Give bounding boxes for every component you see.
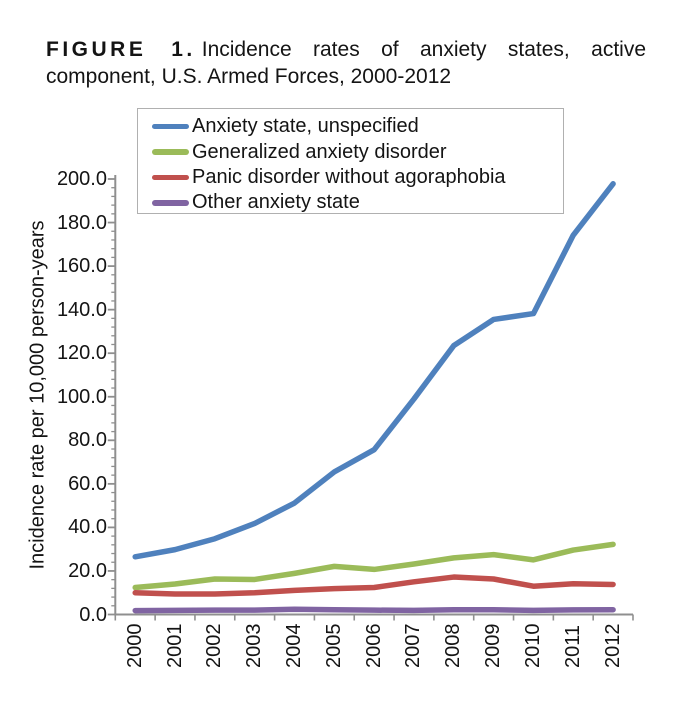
series-line-anxiety-state-unspecified: [132, 181, 616, 560]
legend-label: Generalized anxiety disorder: [192, 140, 447, 163]
y-tick-label: 20.0: [68, 559, 107, 582]
x-tick-label: 2001: [163, 623, 186, 669]
figure-caption-line1: FIGURE 1. Incidence rates of anxiety stat…: [46, 36, 646, 63]
x-tick-label: 2010: [521, 623, 544, 669]
x-tick-label: 2007: [402, 623, 425, 669]
y-tick-label: 60.0: [68, 472, 107, 495]
x-tick-label: 2005: [322, 623, 345, 669]
x-tick-label: 2004: [283, 623, 305, 669]
x-tick-label: 2000: [123, 623, 146, 669]
series-line-panic-disorder-without-agoraphobia: [132, 574, 616, 597]
figure-caption: FIGURE 1. Incidence rates of anxiety stat…: [46, 36, 646, 90]
legend-item: Panic disorder without agoraphobia: [152, 165, 563, 190]
legend-item: Anxiety state, unspecified: [152, 114, 563, 139]
x-tick-label: 2009: [482, 623, 505, 669]
x-tick-label: 2011: [561, 624, 584, 668]
y-tick-label: 100.0: [56, 385, 107, 408]
figure-label: FIGURE 1.: [46, 38, 196, 61]
legend-item: Generalized anxiety disorder: [152, 139, 563, 164]
figure-caption-line1-text: Incidence rates of anxiety states, activ…: [201, 38, 646, 61]
x-tick-label: 2002: [203, 623, 226, 669]
legend-line-swatch: [152, 149, 189, 155]
y-tick-label: 0.0: [79, 603, 107, 626]
x-tick-label: 2012: [601, 623, 624, 669]
legend-label: Anxiety state, unspecified: [192, 115, 419, 138]
legend-line-swatch: [152, 123, 189, 130]
legend-line-swatch: [152, 200, 189, 206]
x-tick-label: 2003: [243, 623, 266, 669]
series-line-generalized-anxiety-disorder: [132, 541, 616, 591]
y-tick-label: 120.0: [56, 342, 107, 365]
chart-legend: Anxiety state, unspecified Generalized a…: [137, 108, 564, 214]
y-tick-label: 200.0: [56, 168, 107, 190]
legend-label: Other anxiety state: [192, 191, 360, 214]
legend-label: Panic disorder without agoraphobia: [192, 165, 506, 188]
legend-line-swatch: [152, 174, 189, 181]
y-tick-label: 40.0: [68, 516, 107, 539]
series-line-other-anxiety-state: [132, 606, 616, 614]
y-tick-label: 80.0: [68, 429, 107, 452]
figure-caption-line2: component, U.S. Armed Forces, 2000-2012: [46, 65, 452, 88]
legend-item: Other anxiety state: [152, 190, 563, 215]
x-tick-label: 2006: [362, 623, 385, 669]
y-tick-label: 140.0: [56, 298, 107, 321]
y-tick-label: 180.0: [56, 211, 107, 234]
y-tick-label: 160.0: [56, 255, 107, 278]
x-tick-label: 2008: [442, 623, 465, 669]
